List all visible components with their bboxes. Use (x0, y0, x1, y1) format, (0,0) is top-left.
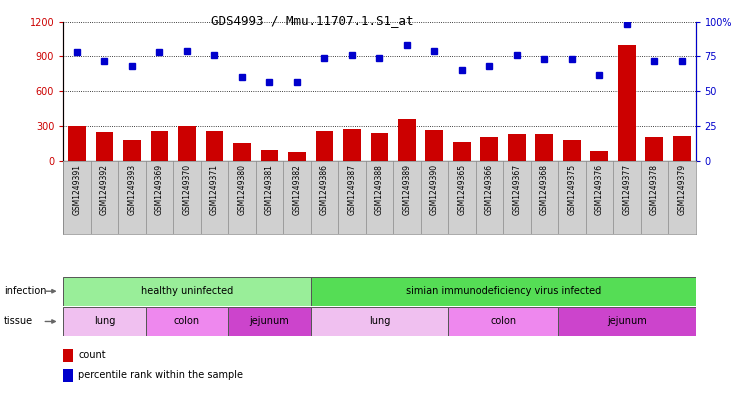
Text: GSM1249379: GSM1249379 (677, 164, 687, 215)
Text: jejunum: jejunum (249, 316, 289, 327)
Text: GSM1249380: GSM1249380 (237, 164, 246, 215)
Text: simian immunodeficiency virus infected: simian immunodeficiency virus infected (405, 286, 601, 296)
Bar (150, 131, 168, 161)
Bar (63, 307, 146, 336)
Bar (426, 130, 443, 161)
Text: lung: lung (94, 316, 115, 327)
Bar (288, 152, 306, 161)
Text: GSM1249369: GSM1249369 (155, 164, 164, 215)
Bar (311, 307, 448, 336)
Text: GSM1249366: GSM1249366 (485, 164, 494, 215)
Bar (95, 132, 113, 161)
Text: GSM1249377: GSM1249377 (623, 164, 632, 215)
Bar (63, 277, 311, 306)
Bar (178, 126, 196, 161)
Text: GSM1249368: GSM1249368 (540, 164, 549, 215)
Bar (146, 307, 228, 336)
Text: GSM1249367: GSM1249367 (513, 164, 522, 215)
Text: GSM1249378: GSM1249378 (650, 164, 659, 215)
Bar (646, 137, 664, 161)
Bar (398, 119, 416, 161)
Text: GDS4993 / Mmu.11707.1.S1_at: GDS4993 / Mmu.11707.1.S1_at (211, 14, 414, 27)
Bar (558, 307, 696, 336)
Text: jejunum: jejunum (607, 316, 647, 327)
Text: GSM1249370: GSM1249370 (182, 164, 191, 215)
Bar (508, 134, 526, 161)
Bar (315, 132, 333, 161)
Text: GSM1249381: GSM1249381 (265, 164, 274, 215)
Bar (205, 132, 223, 161)
Text: GSM1249390: GSM1249390 (430, 164, 439, 215)
Text: GSM1249387: GSM1249387 (347, 164, 356, 215)
Text: GSM1249393: GSM1249393 (127, 164, 136, 215)
Bar (68, 126, 86, 161)
Text: GSM1249382: GSM1249382 (292, 164, 301, 215)
Text: GSM1249392: GSM1249392 (100, 164, 109, 215)
Text: infection: infection (4, 286, 46, 296)
Text: GSM1249371: GSM1249371 (210, 164, 219, 215)
Text: colon: colon (174, 316, 200, 327)
Text: healthy uninfected: healthy uninfected (141, 286, 233, 296)
Text: count: count (78, 350, 106, 360)
Bar (63, 349, 73, 362)
Text: GSM1249375: GSM1249375 (568, 164, 577, 215)
Bar (448, 307, 558, 336)
Bar (233, 143, 251, 161)
Bar (63, 369, 73, 382)
Bar (343, 129, 361, 161)
Bar (673, 136, 691, 161)
Text: GSM1249389: GSM1249389 (403, 164, 411, 215)
Bar (618, 45, 636, 161)
Bar (563, 140, 581, 161)
Bar (228, 307, 311, 336)
Bar (481, 137, 498, 161)
Text: lung: lung (369, 316, 390, 327)
Text: GSM1249376: GSM1249376 (595, 164, 604, 215)
Bar (591, 151, 609, 161)
Text: GSM1249386: GSM1249386 (320, 164, 329, 215)
Text: tissue: tissue (4, 316, 33, 327)
Text: percentile rank within the sample: percentile rank within the sample (78, 370, 243, 380)
Text: GSM1249391: GSM1249391 (72, 164, 82, 215)
Bar (260, 150, 278, 161)
Text: GSM1249365: GSM1249365 (458, 164, 466, 215)
Bar (311, 277, 696, 306)
Bar (123, 140, 141, 161)
Text: GSM1249388: GSM1249388 (375, 164, 384, 215)
Bar (536, 134, 554, 161)
Bar (453, 142, 471, 161)
Bar (371, 133, 388, 161)
Text: colon: colon (490, 316, 516, 327)
